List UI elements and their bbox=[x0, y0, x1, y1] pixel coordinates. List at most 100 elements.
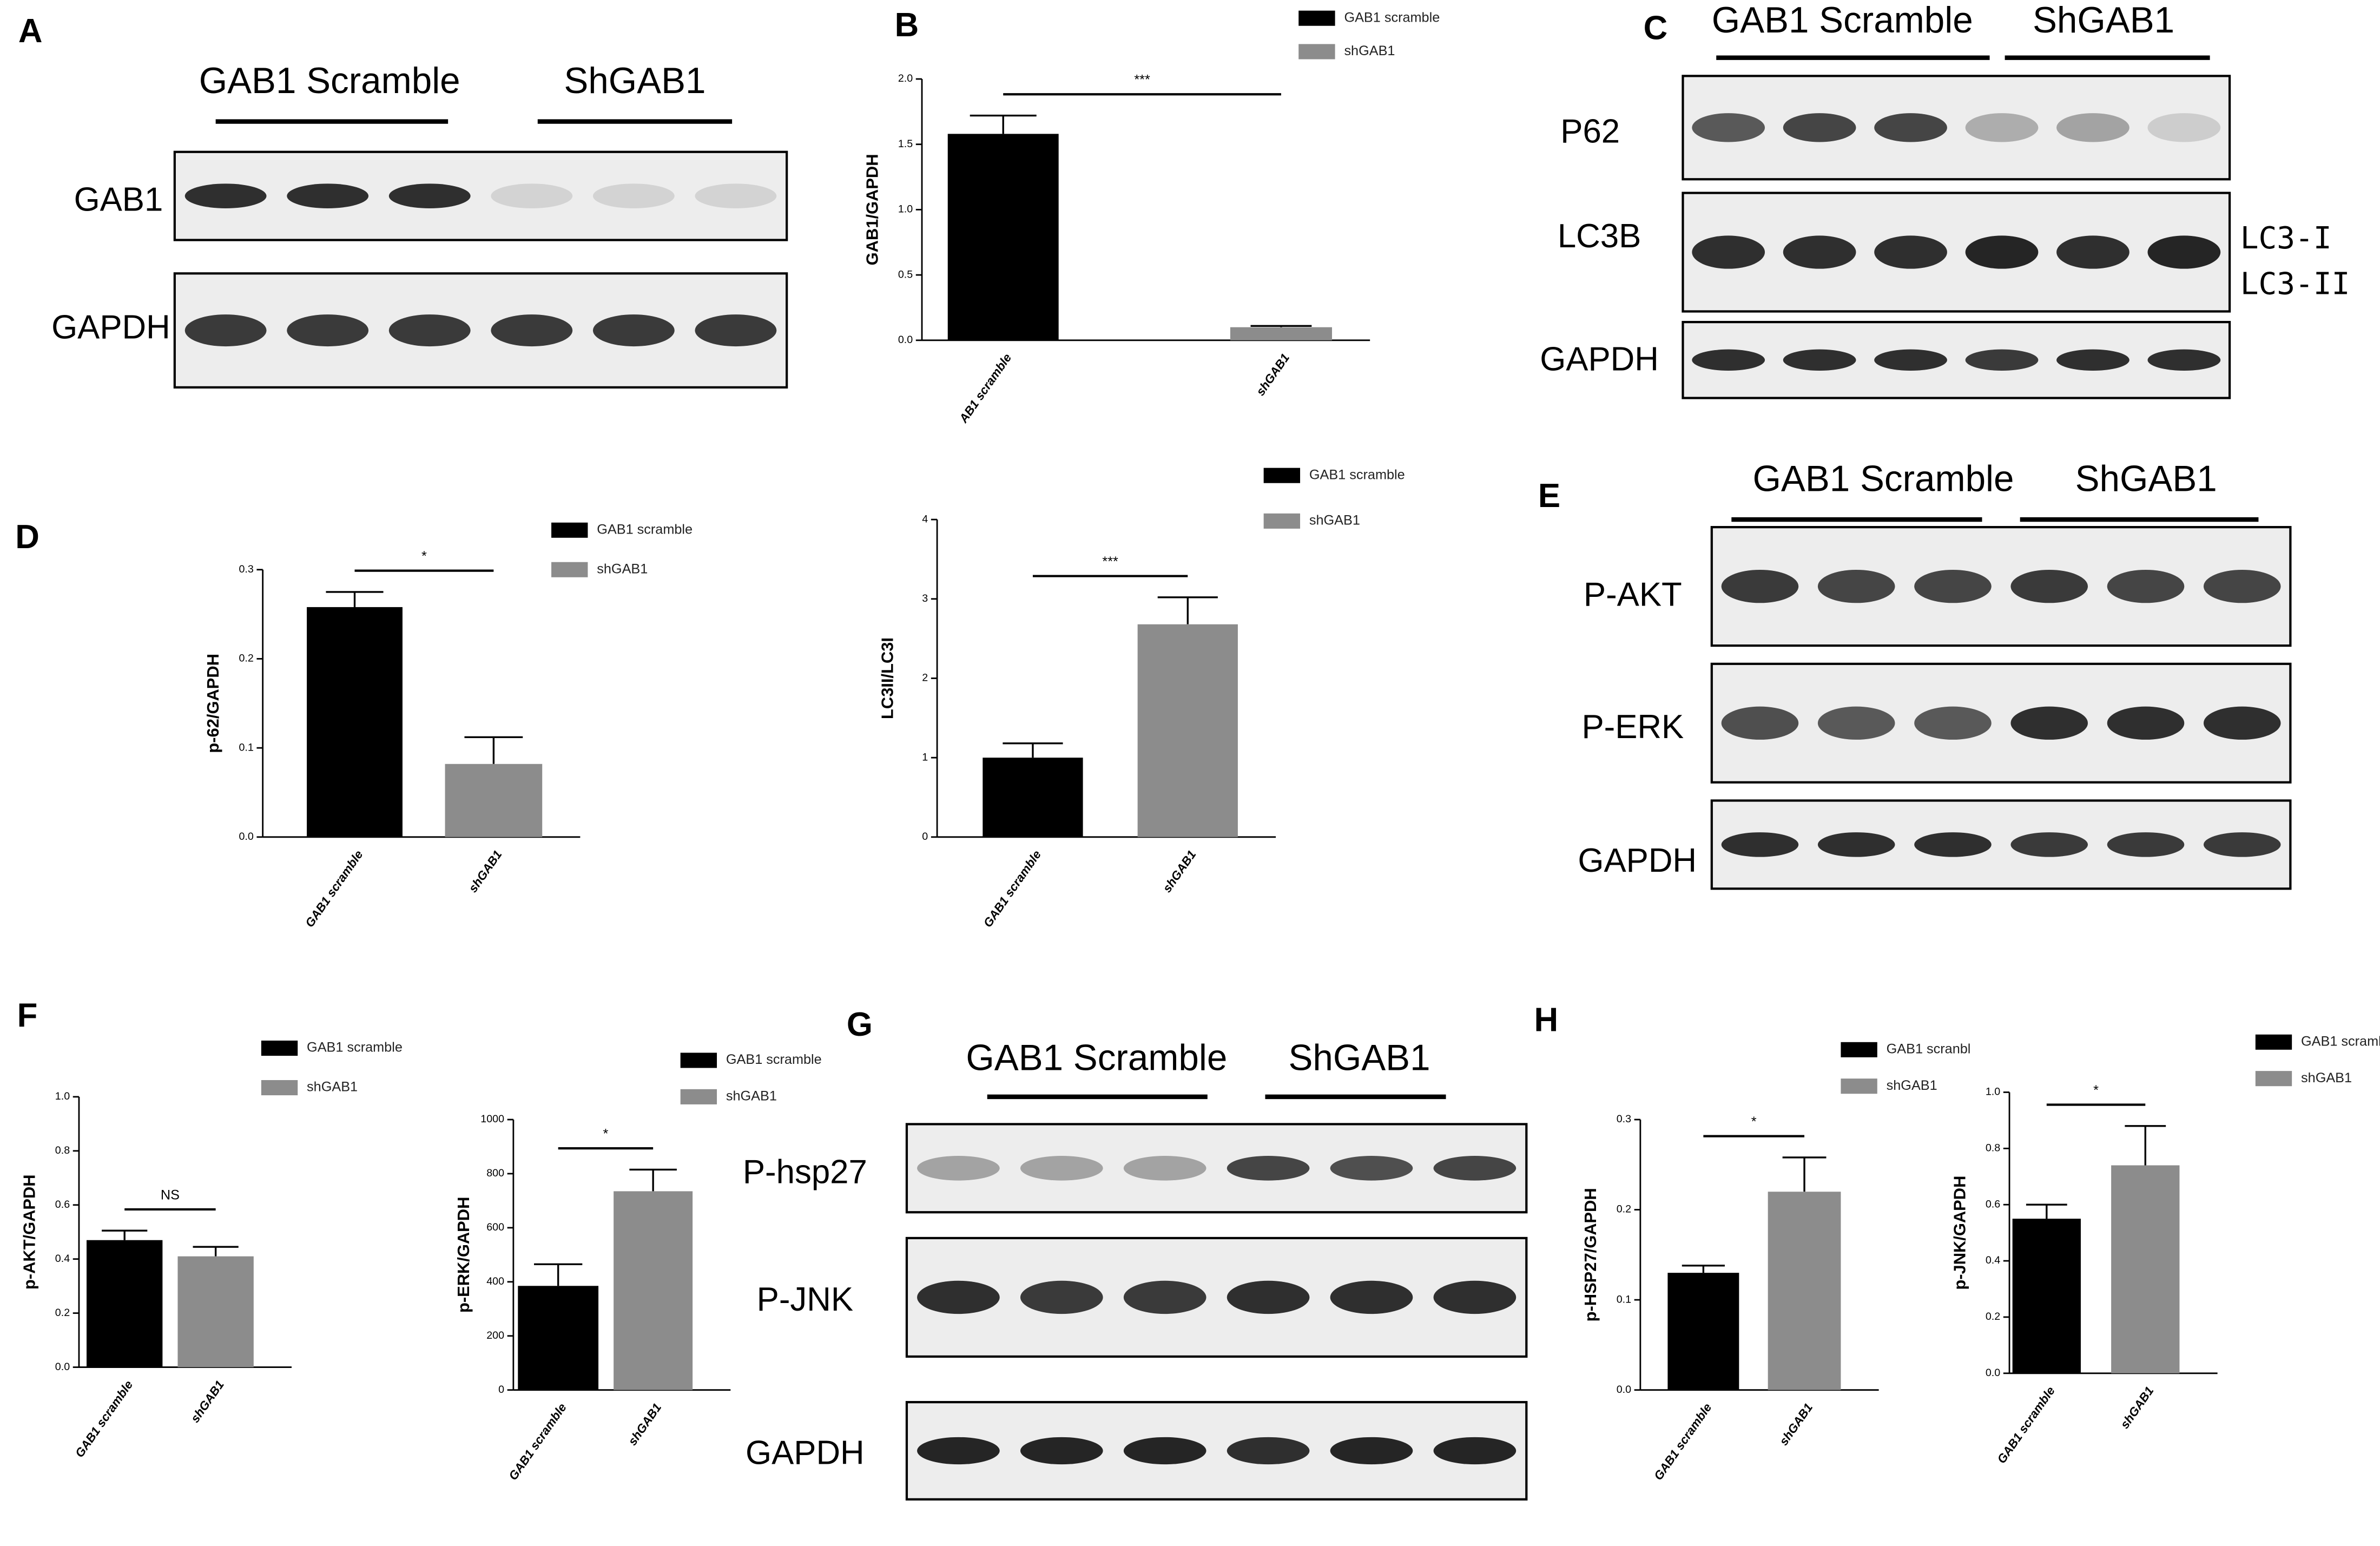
band bbox=[491, 314, 573, 347]
y-tick-label: 0.8 bbox=[55, 1144, 70, 1156]
y-axis-label: p-62/GAPDH bbox=[203, 654, 222, 753]
band bbox=[2056, 113, 2130, 142]
legend-swatch bbox=[261, 1041, 298, 1056]
x-tick-label: shGAB1 bbox=[466, 848, 504, 895]
y-axis-label: p-ERK/GAPDH bbox=[454, 1197, 473, 1313]
row-label: LC3B bbox=[1558, 218, 1641, 255]
row-label: GAPDH bbox=[1578, 842, 1697, 879]
x-tick-label: shGAB1 bbox=[1160, 848, 1198, 895]
group-header: GAB1 Scramble bbox=[1712, 0, 1973, 41]
bar bbox=[87, 1240, 163, 1367]
band bbox=[592, 314, 675, 347]
significance-label: * bbox=[2093, 1083, 2099, 1098]
panel-label: H bbox=[1534, 1002, 1559, 1039]
y-tick-label: 0.8 bbox=[1986, 1142, 2000, 1154]
y-tick-label: 0.1 bbox=[1617, 1293, 1631, 1305]
band bbox=[1783, 349, 1856, 371]
x-tick-label: shGAB1 bbox=[2118, 1384, 2156, 1431]
bar bbox=[177, 1256, 254, 1367]
band bbox=[184, 183, 267, 208]
x-tick-label: GAB1 scramble bbox=[72, 1378, 135, 1460]
band bbox=[1020, 1280, 1103, 1314]
x-tick-label: GAB1 scramble bbox=[302, 848, 365, 930]
blot-box bbox=[1710, 526, 2292, 647]
group-header: ShGAB1 bbox=[2033, 0, 2174, 41]
group-header: GAB1 Scramble bbox=[966, 1037, 1227, 1078]
significance-label: * bbox=[421, 549, 427, 564]
panel-label: D bbox=[15, 518, 39, 556]
bar bbox=[947, 134, 1059, 340]
bar bbox=[2012, 1219, 2081, 1373]
band bbox=[2010, 569, 2088, 603]
legend-swatch bbox=[1298, 44, 1335, 60]
y-tick-label: 0.2 bbox=[1617, 1203, 1631, 1215]
y-tick-label: 2 bbox=[922, 672, 928, 684]
y-tick-label: 3 bbox=[922, 593, 928, 604]
y-tick-label: 0.6 bbox=[55, 1199, 70, 1211]
panel-label: F bbox=[17, 997, 38, 1034]
y-tick-label: 1 bbox=[922, 751, 928, 763]
band bbox=[1330, 1437, 1413, 1465]
y-tick-label: 0.0 bbox=[55, 1361, 70, 1373]
y-tick-label: 0.4 bbox=[55, 1253, 70, 1265]
bar bbox=[445, 764, 543, 837]
band bbox=[1914, 706, 1992, 740]
significance-label: NS bbox=[161, 1187, 180, 1202]
legend-swatch bbox=[2255, 1034, 2292, 1050]
band bbox=[1783, 235, 1856, 269]
x-tick-label: shGAB1 bbox=[1254, 351, 1292, 398]
y-tick-label: 800 bbox=[486, 1167, 504, 1179]
y-tick-label: 0.2 bbox=[55, 1307, 70, 1319]
y-tick-label: 0.6 bbox=[1986, 1198, 2000, 1210]
y-axis-label: LC3II/LC3I bbox=[878, 637, 896, 719]
bar bbox=[614, 1191, 693, 1390]
y-tick-label: 200 bbox=[486, 1330, 504, 1341]
legend-label: shGAB1 bbox=[1309, 513, 1360, 528]
row-label: GAPDH bbox=[746, 1435, 865, 1472]
band bbox=[1874, 235, 1947, 269]
legend-swatch bbox=[551, 522, 588, 538]
blot-box bbox=[1710, 662, 2292, 784]
band bbox=[1123, 1437, 1207, 1465]
band bbox=[1123, 1280, 1207, 1314]
y-tick-label: 0.3 bbox=[1617, 1113, 1631, 1125]
band bbox=[1914, 832, 1992, 857]
blot-box bbox=[905, 1236, 1528, 1358]
legend-label: shGAB1 bbox=[307, 1080, 358, 1095]
band bbox=[2107, 569, 2185, 603]
row-label: GAPDH bbox=[51, 308, 170, 346]
band bbox=[1433, 1156, 1517, 1181]
band bbox=[1020, 1156, 1103, 1181]
band bbox=[2056, 349, 2130, 371]
band bbox=[1692, 235, 1765, 269]
x-tick-label: AB1 scramble bbox=[956, 351, 1014, 426]
band bbox=[2107, 832, 2185, 857]
band bbox=[2147, 349, 2221, 371]
band bbox=[184, 314, 267, 347]
legend-swatch bbox=[1841, 1078, 1877, 1094]
band bbox=[1433, 1280, 1517, 1314]
bar bbox=[983, 758, 1083, 837]
group-header: ShGAB1 bbox=[564, 61, 706, 101]
band bbox=[1721, 706, 1799, 740]
x-tick-label: GAB1 scramble bbox=[1651, 1401, 1714, 1483]
x-tick-label: GAB1 scramble bbox=[1995, 1384, 2058, 1466]
group-header: ShGAB1 bbox=[2075, 459, 2217, 499]
y-tick-label: 1.0 bbox=[55, 1090, 70, 1102]
bar bbox=[2111, 1165, 2180, 1373]
panel-label: C bbox=[1644, 9, 1668, 47]
legend-swatch bbox=[1263, 468, 1301, 483]
significance-label: * bbox=[603, 1127, 608, 1142]
panel-label: G bbox=[847, 1006, 873, 1043]
group-header: GAB1 Scramble bbox=[199, 61, 460, 101]
x-tick-label: shGAB1 bbox=[625, 1401, 664, 1448]
blot-box bbox=[905, 1123, 1528, 1214]
band bbox=[1692, 349, 1765, 371]
legend-label: GAB1 scramble bbox=[597, 522, 693, 537]
legend-swatch bbox=[1841, 1042, 1877, 1057]
bar bbox=[518, 1286, 599, 1390]
y-tick-label: 0.0 bbox=[1617, 1384, 1631, 1396]
x-tick-label: GAB1 scramble bbox=[981, 848, 1044, 930]
legend-label: shGAB1 bbox=[1887, 1078, 1937, 1093]
y-axis-label: p-AKT/GAPDH bbox=[19, 1174, 38, 1290]
